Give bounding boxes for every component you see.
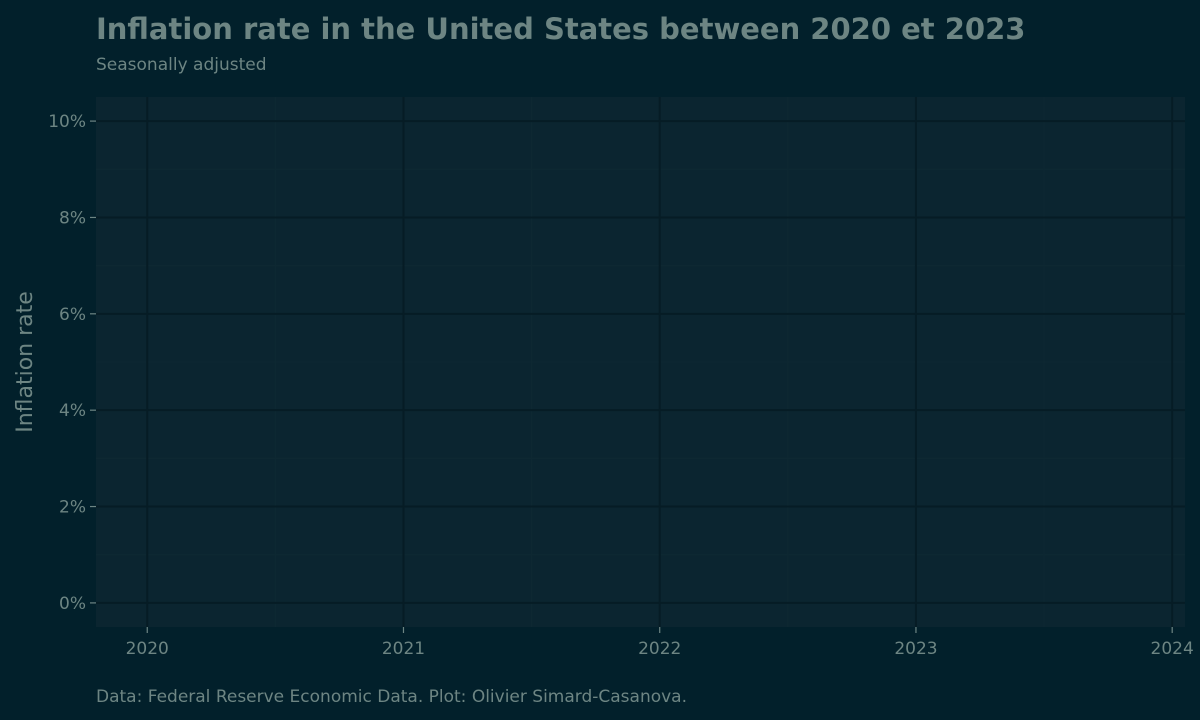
y-tick-label: 0% — [59, 594, 86, 614]
chart-subtitle: Seasonally adjusted — [96, 55, 267, 75]
chart-caption: Data: Federal Reserve Economic Data. Plo… — [96, 687, 688, 707]
x-tick-label: 2023 — [894, 639, 937, 659]
x-tick-label: 2020 — [126, 639, 169, 659]
y-tick-label: 4% — [59, 401, 86, 421]
y-tick-label: 2% — [59, 498, 86, 518]
y-axis-title: Inflation rate — [13, 291, 38, 433]
minor-grid — [96, 97, 1185, 627]
y-axis: 0% 2% 4% 6% 8% 10% — [48, 112, 96, 614]
x-tick-label: 2024 — [1151, 639, 1194, 659]
y-tick-label: 6% — [59, 305, 86, 325]
y-tick-label: 10% — [48, 112, 86, 132]
y-tick-label: 8% — [59, 208, 86, 228]
major-grid — [96, 97, 1185, 627]
x-tick-label: 2022 — [638, 639, 681, 659]
chart-title: Inflation rate in the United States betw… — [96, 12, 1026, 46]
x-tick-label: 2021 — [382, 639, 425, 659]
x-axis: 2020 2021 2022 2023 2024 — [126, 627, 1194, 659]
